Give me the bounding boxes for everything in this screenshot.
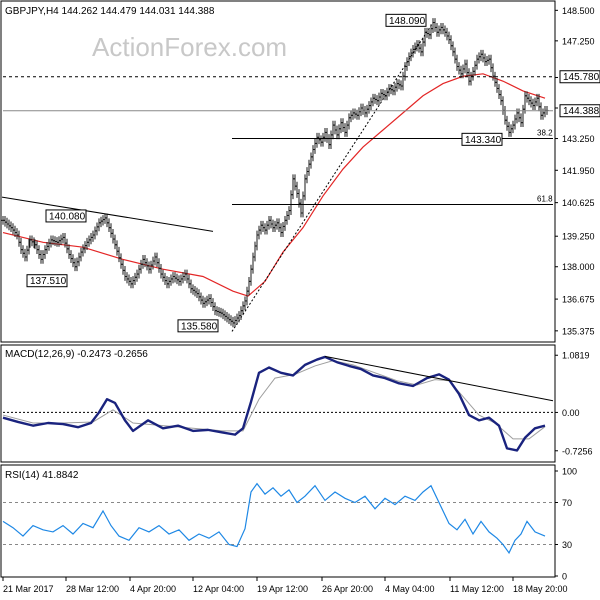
level-label-box <box>461 132 503 146</box>
level-label-text: 143.340 <box>465 135 502 146</box>
price-ytick-label: 147.250 <box>562 36 595 46</box>
rsi-line <box>2 482 546 555</box>
price-ytick-label: 138.000 <box>562 262 595 272</box>
price-ytick-label: 141.950 <box>562 166 595 176</box>
x-tick-label: 26 Apr 20:00 <box>322 584 373 594</box>
x-tick-label: 18 May 20:00 <box>513 584 568 594</box>
x-tick-label: 4 Apr 20:00 <box>130 584 176 594</box>
macd-trendline <box>324 355 554 402</box>
price-panel-frame <box>0 0 556 343</box>
macd-ytick-label: 0.00 <box>562 408 580 418</box>
level-label-text: 135.580 <box>181 321 218 332</box>
price-ytick-label: 139.250 <box>562 232 595 242</box>
moving-average-line <box>2 73 546 297</box>
rsi-ytick-label: 30 <box>562 540 572 550</box>
price-panel: 135.375 136.675 138.000 139.250 140.625 141.9… <box>1 6 600 336</box>
x-tick-label: 21 Mar 2017 <box>3 584 54 594</box>
rsi-panel-frame <box>0 464 556 578</box>
watermark: ActionForex.com <box>92 32 287 62</box>
macd-panel-frame <box>0 344 556 463</box>
rsi-ytick-label: 70 <box>562 498 572 508</box>
macd-ytick-label: 1.0819 <box>562 351 590 361</box>
level-label-text: 144.388 <box>563 106 600 117</box>
rsi-ytick-label: 0 <box>562 572 567 582</box>
rising-dotted-line <box>231 22 434 332</box>
x-axis: 21 Mar 2017 28 Mar 12:00 4 Apr 20:00 12 Apr… <box>2 577 568 594</box>
level-label-text: 148.090 <box>389 16 426 27</box>
level-label-box <box>26 274 68 288</box>
price-ytick-label: 140.625 <box>562 198 595 208</box>
level-label-box <box>559 70 600 84</box>
x-tick-label: 11 May 12:00 <box>450 584 504 594</box>
x-tick-label: 12 Apr 04:00 <box>193 584 244 594</box>
x-tick-label: 4 May 04:00 <box>385 584 435 594</box>
fibonacci-label: 38.2 <box>537 129 553 138</box>
chart-title: GBPJPY,H4 144.262 144.479 144.031 144.38… <box>5 6 215 17</box>
level-label-box <box>177 319 219 333</box>
x-tick-label: 28 Mar 12:00 <box>66 584 119 594</box>
level-label-box <box>559 104 600 118</box>
level-label-text: 137.510 <box>30 276 67 287</box>
price-ytick-label: 143.250 <box>562 134 595 144</box>
level-label-text: 145.780 <box>563 72 600 83</box>
macd-label: MACD(12,26,9) -0.2473 -0.2656 <box>5 349 148 360</box>
rsi-label: RSI(14) 41.8842 <box>5 470 79 481</box>
descending-trendline <box>1 196 214 232</box>
rsi-ytick-label: 100 <box>562 467 577 477</box>
rsi-panel: 100 70 30 0 <box>2 467 577 582</box>
macd-signal-line <box>2 360 546 440</box>
level-label-box <box>45 209 87 223</box>
macd-panel: 1.0819 0.00 -0.7256 <box>2 351 593 456</box>
level-label-box <box>385 13 427 27</box>
macd-line <box>2 355 546 452</box>
price-ytick-label: 135.375 <box>562 326 595 336</box>
price-ytick-label: 148.500 <box>562 6 595 16</box>
fibonacci-label: 61.8 <box>537 194 553 203</box>
price-ytick-label: 136.675 <box>562 295 595 305</box>
macd-ytick-label: -0.7256 <box>562 446 593 456</box>
x-tick-label: 19 Apr 12:00 <box>257 584 308 594</box>
level-label-text: 140.080 <box>49 211 86 222</box>
